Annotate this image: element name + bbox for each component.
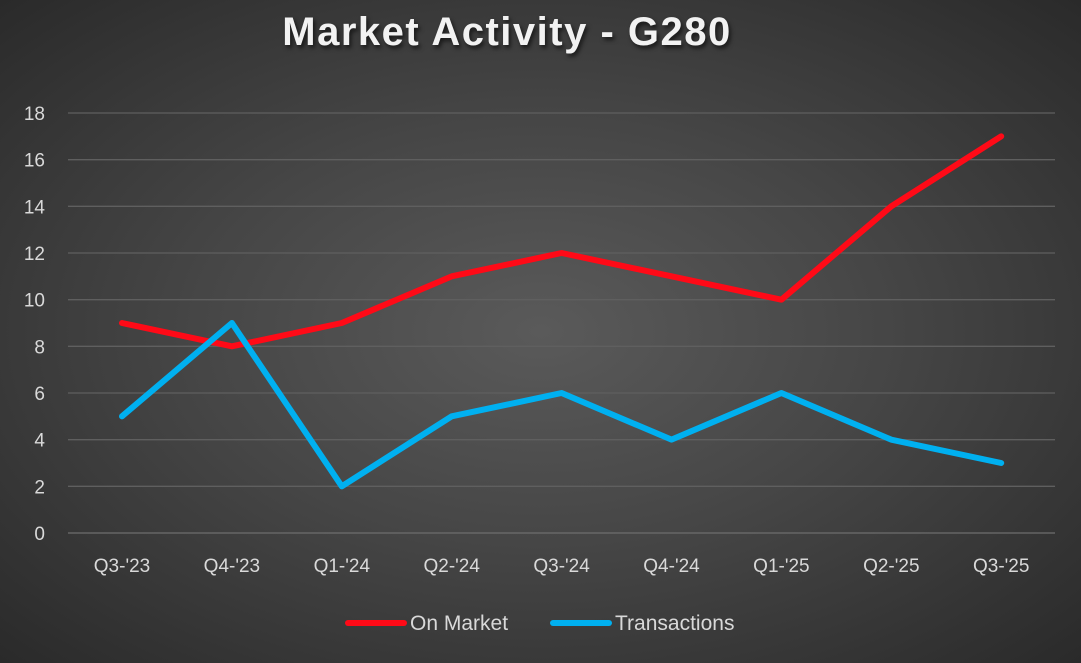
x-tick-label: Q1-'25 — [753, 556, 809, 577]
legend-label: Transactions — [615, 612, 734, 635]
y-tick-label: 12 — [24, 244, 45, 265]
y-tick-label: 10 — [24, 291, 45, 312]
y-tick-label: 2 — [34, 477, 45, 498]
y-tick-label: 0 — [34, 524, 45, 545]
x-tick-label: Q3-'24 — [533, 556, 590, 577]
y-tick-label: 16 — [24, 151, 45, 172]
series-line-on-market — [119, 133, 1005, 350]
chart-title: Market Activity - G280 — [282, 10, 732, 54]
x-tick-label: Q1-'24 — [314, 556, 371, 577]
y-tick-label: 14 — [24, 197, 46, 218]
x-tick-label: Q3-'25 — [973, 556, 1029, 577]
series-line-transactions — [119, 320, 1005, 490]
y-tick-label: 6 — [34, 384, 45, 405]
x-tick-label: Q3-'23 — [94, 556, 150, 577]
x-tick-label: Q4-'24 — [643, 556, 700, 577]
y-tick-label: 4 — [34, 431, 45, 452]
y-tick-label: 8 — [34, 337, 45, 358]
y-tick-label: 18 — [24, 104, 45, 125]
x-tick-label: Q2-'24 — [423, 556, 480, 577]
x-tick-label: Q4-'23 — [204, 556, 260, 577]
x-tick-label: Q2-'25 — [863, 556, 919, 577]
legend-label: On Market — [410, 612, 508, 635]
